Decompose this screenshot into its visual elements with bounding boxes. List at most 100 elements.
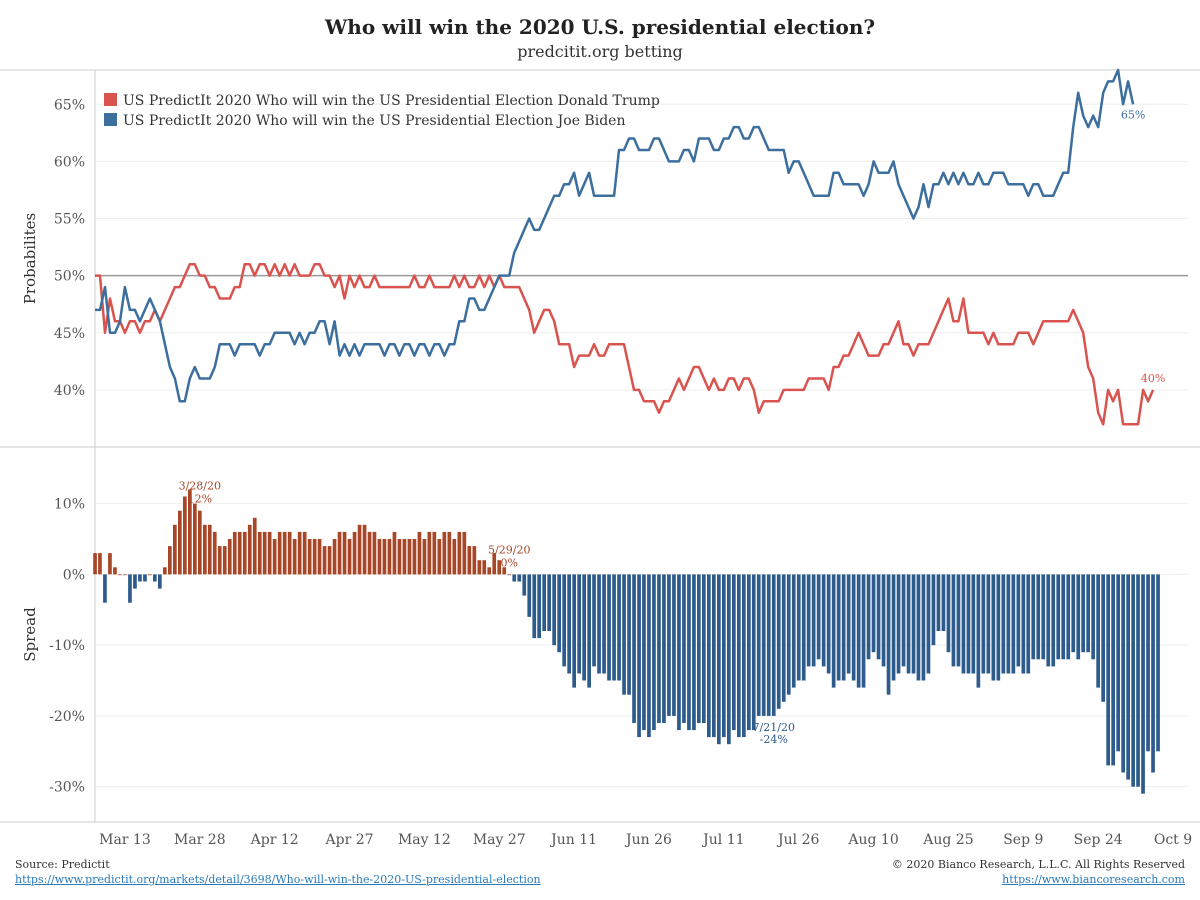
spread-bar xyxy=(1156,574,1160,752)
spread-bar xyxy=(123,574,127,576)
spread-bar xyxy=(617,574,621,681)
spread-bar xyxy=(647,574,651,738)
spread-bar xyxy=(1141,574,1145,794)
spread-bar xyxy=(422,539,427,575)
spread-bar xyxy=(602,574,606,674)
spread-bar xyxy=(292,539,297,575)
spread-bar xyxy=(612,574,616,681)
x-tick-label: Jun 11 xyxy=(549,832,597,848)
legend-swatch-biden xyxy=(104,113,117,126)
y-tick-label: 60% xyxy=(54,154,85,170)
y-tick-label: -20% xyxy=(49,709,85,725)
spread-bar xyxy=(991,574,996,681)
y-tick-label: 50% xyxy=(54,269,85,285)
legend-label-biden: US PredictIt 2020 Who will win the US Pr… xyxy=(123,113,625,129)
spread-bar xyxy=(143,574,147,582)
spread-bar xyxy=(203,524,207,575)
spread-bar xyxy=(427,531,432,575)
spread-bar xyxy=(776,574,781,709)
y-tick-label: 0% xyxy=(63,567,85,583)
x-tick-label: Jul 11 xyxy=(701,832,744,848)
series-line-trump xyxy=(95,262,1155,426)
spread-bar xyxy=(921,574,926,681)
spread-bar xyxy=(692,574,696,731)
spread-bar xyxy=(337,531,342,575)
spread-bar xyxy=(821,574,826,667)
spread-bar xyxy=(1096,574,1100,688)
spread-bar xyxy=(1051,574,1056,667)
spread-bar xyxy=(976,574,981,688)
spread-bar xyxy=(1151,574,1155,773)
spread-bar xyxy=(118,574,122,576)
spread-bar xyxy=(497,560,502,575)
source-label: Source: Predictit xyxy=(15,858,110,871)
y-tick-label: 10% xyxy=(54,497,85,513)
spread-bar xyxy=(437,539,442,575)
spread-bar xyxy=(622,574,626,695)
spread-bar xyxy=(911,574,916,674)
spread-bar xyxy=(557,574,561,653)
spread-bar xyxy=(407,539,412,575)
spread-bar xyxy=(1116,574,1120,752)
end-label-trump: 40% xyxy=(1141,372,1165,385)
annotation-value: 0% xyxy=(501,556,518,569)
spread-bar xyxy=(572,574,576,688)
spread-bar xyxy=(207,524,212,575)
x-tick-label: Jul 26 xyxy=(776,832,819,848)
spread-bar xyxy=(1071,574,1076,653)
spread-bar xyxy=(562,574,566,667)
spread-bar xyxy=(901,574,906,667)
spread-bar xyxy=(262,531,267,575)
x-tick-label: Mar 13 xyxy=(99,832,151,848)
spread-bar xyxy=(287,531,292,575)
spread-bar xyxy=(672,574,676,716)
spread-bar xyxy=(442,531,447,575)
spread-bar xyxy=(222,546,227,575)
spread-bar xyxy=(1041,574,1046,660)
spread-bar xyxy=(592,574,596,667)
site-link[interactable]: https://www.biancoresearch.com xyxy=(1002,873,1185,886)
x-tick-label: Apr 12 xyxy=(250,832,299,848)
spread-bar xyxy=(552,574,556,646)
spread-bar xyxy=(727,574,731,745)
annotation-value: 12% xyxy=(188,493,212,506)
spread-bar xyxy=(352,531,357,575)
spread-bar xyxy=(831,574,836,688)
spread-bar xyxy=(861,574,866,688)
spread-bar xyxy=(212,531,217,575)
spread-bar xyxy=(966,574,971,674)
spread-bar xyxy=(786,574,791,695)
spread-bar xyxy=(1066,574,1071,660)
spread-bar xyxy=(891,574,896,681)
spread-bar xyxy=(332,539,337,575)
spread-bar xyxy=(771,574,776,716)
x-tick-label: May 12 xyxy=(398,832,451,848)
spread-bar xyxy=(697,574,701,723)
spread-bar xyxy=(796,574,801,681)
spread-bar xyxy=(113,567,117,575)
source-link[interactable]: https://www.predictit.org/markets/detail… xyxy=(15,873,541,886)
spread-bar xyxy=(477,560,482,575)
spread-bar xyxy=(981,574,986,674)
spread-bar xyxy=(667,574,671,716)
spread-bar xyxy=(217,546,222,575)
spread-bar xyxy=(1006,574,1011,674)
spread-bar xyxy=(158,574,162,589)
spread-bar xyxy=(722,574,726,738)
x-tick-label: Aug 10 xyxy=(847,832,898,848)
spread-bar xyxy=(372,531,377,575)
spread-bar xyxy=(482,560,487,575)
spread-bar xyxy=(178,510,182,575)
spread-bar xyxy=(502,567,507,575)
spread-bar xyxy=(1136,574,1140,787)
spread-bar xyxy=(1031,574,1036,660)
spread-bar xyxy=(1131,574,1135,787)
spread-bar xyxy=(168,546,172,575)
spread-bar xyxy=(417,531,422,575)
spread-bar xyxy=(247,524,252,575)
spread-bar xyxy=(1121,574,1125,773)
spread-bar xyxy=(148,574,152,576)
spread-bar xyxy=(1091,574,1095,660)
spread-bar xyxy=(457,531,462,575)
spread-bar xyxy=(193,503,197,575)
